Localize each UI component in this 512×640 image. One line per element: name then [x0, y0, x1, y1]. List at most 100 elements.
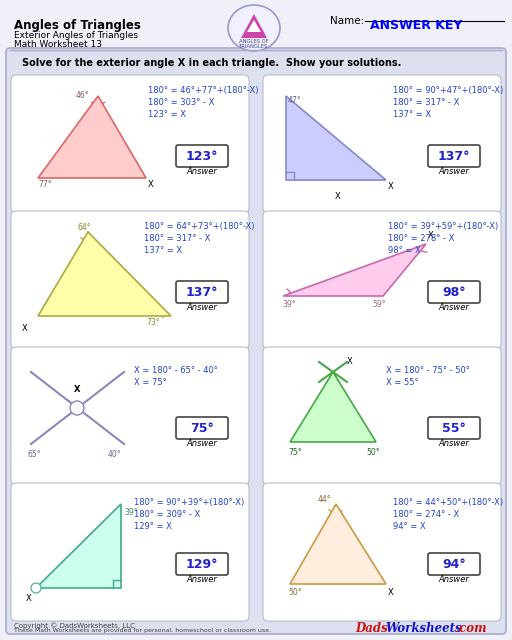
Text: 123° = X: 123° = X: [148, 110, 186, 119]
Text: 180° = 317° - X: 180° = 317° - X: [393, 98, 459, 107]
Text: ANGLES OF: ANGLES OF: [239, 39, 269, 44]
Polygon shape: [290, 504, 386, 584]
FancyBboxPatch shape: [176, 417, 228, 439]
Ellipse shape: [228, 5, 280, 51]
Text: Answer: Answer: [186, 303, 218, 312]
Text: X = 180° - 75° - 50°: X = 180° - 75° - 50°: [386, 366, 470, 375]
Text: 137° = X: 137° = X: [393, 110, 431, 119]
FancyBboxPatch shape: [11, 75, 249, 213]
Text: 55°: 55°: [442, 422, 466, 435]
Text: X: X: [388, 182, 394, 191]
Text: X = 180° - 65° - 40°: X = 180° - 65° - 40°: [134, 366, 218, 375]
FancyBboxPatch shape: [11, 211, 249, 349]
Text: 77°: 77°: [38, 180, 52, 189]
Text: 59°: 59°: [372, 300, 386, 309]
Text: X: X: [74, 385, 80, 394]
Polygon shape: [283, 244, 426, 296]
Text: 180° = 64°+73°+(180°-X): 180° = 64°+73°+(180°-X): [144, 222, 254, 231]
Text: X = 55°: X = 55°: [386, 378, 419, 387]
FancyBboxPatch shape: [428, 145, 480, 167]
Text: TRIANGLES: TRIANGLES: [239, 44, 269, 49]
Text: 50°: 50°: [366, 448, 379, 457]
Text: 39°: 39°: [282, 300, 295, 309]
Polygon shape: [38, 232, 171, 316]
Text: 137°: 137°: [186, 285, 218, 298]
Text: 94° = X: 94° = X: [393, 522, 425, 531]
Text: 39°: 39°: [124, 508, 138, 517]
FancyBboxPatch shape: [263, 75, 501, 213]
Text: 46°: 46°: [75, 91, 89, 100]
Polygon shape: [247, 20, 261, 32]
FancyBboxPatch shape: [176, 145, 228, 167]
Text: X: X: [148, 180, 154, 189]
Text: 180° = 303° - X: 180° = 303° - X: [148, 98, 215, 107]
Polygon shape: [241, 14, 267, 38]
Text: X: X: [335, 192, 341, 201]
Polygon shape: [36, 504, 121, 588]
Text: 98°: 98°: [442, 285, 466, 298]
FancyBboxPatch shape: [11, 483, 249, 621]
Text: 44°: 44°: [317, 495, 331, 504]
Text: 98° = X: 98° = X: [388, 246, 421, 255]
Text: 180° = 278° - X: 180° = 278° - X: [388, 234, 454, 243]
Text: Dads: Dads: [355, 622, 388, 635]
Text: 123°: 123°: [186, 150, 218, 163]
Text: Solve for the exterior angle X in each triangle.  Show your solutions.: Solve for the exterior angle X in each t…: [22, 58, 401, 68]
Text: X = 75°: X = 75°: [134, 378, 167, 387]
Text: Name:: Name:: [330, 16, 364, 26]
Text: 129° = X: 129° = X: [134, 522, 172, 531]
Text: 180° = 46°+77°+(180°-X): 180° = 46°+77°+(180°-X): [148, 86, 259, 95]
Polygon shape: [286, 96, 386, 180]
Circle shape: [70, 401, 84, 415]
FancyBboxPatch shape: [263, 483, 501, 621]
Text: 50°: 50°: [288, 588, 302, 597]
Text: Answer: Answer: [186, 167, 218, 176]
FancyBboxPatch shape: [6, 48, 506, 634]
Text: Math Worksheet 13: Math Worksheet 13: [14, 40, 102, 49]
Text: X: X: [22, 324, 28, 333]
Text: Answer: Answer: [439, 439, 470, 448]
Text: Answer: Answer: [186, 575, 218, 584]
Text: 137°: 137°: [438, 150, 470, 163]
Polygon shape: [290, 372, 376, 442]
Text: X: X: [388, 588, 394, 597]
Text: 47°: 47°: [288, 96, 302, 105]
Text: 180° = 90°+39°+(180°-X): 180° = 90°+39°+(180°-X): [134, 498, 244, 507]
Circle shape: [31, 583, 41, 593]
FancyBboxPatch shape: [263, 211, 501, 349]
Text: Answer: Answer: [439, 575, 470, 584]
Text: 94°: 94°: [442, 557, 466, 570]
Text: X: X: [347, 358, 353, 367]
Text: 75°: 75°: [288, 448, 302, 457]
Text: 180° = 90°+47°+(180°-X): 180° = 90°+47°+(180°-X): [393, 86, 503, 95]
Text: Answer: Answer: [186, 439, 218, 448]
Text: 180° = 44°+50°+(180°-X): 180° = 44°+50°+(180°-X): [393, 498, 503, 507]
Text: ANSWER KEY: ANSWER KEY: [370, 19, 462, 32]
FancyBboxPatch shape: [428, 281, 480, 303]
Text: 180° = 309° - X: 180° = 309° - X: [134, 510, 200, 519]
Text: .com: .com: [455, 622, 486, 635]
Text: Answer: Answer: [439, 167, 470, 176]
FancyBboxPatch shape: [176, 281, 228, 303]
Text: 64°: 64°: [77, 223, 91, 232]
Text: These Math Worksheets are provided for personal, homeschool or classroom use.: These Math Worksheets are provided for p…: [14, 628, 271, 633]
Text: 137° = X: 137° = X: [144, 246, 182, 255]
Text: Copyright © DadsWorksheets, LLC: Copyright © DadsWorksheets, LLC: [14, 622, 135, 628]
FancyBboxPatch shape: [11, 347, 249, 485]
FancyBboxPatch shape: [428, 553, 480, 575]
Text: 180° = 274° - X: 180° = 274° - X: [393, 510, 459, 519]
Text: 129°: 129°: [186, 557, 218, 570]
Text: X: X: [428, 231, 434, 240]
Text: 180° = 39°+59°+(180°-X): 180° = 39°+59°+(180°-X): [388, 222, 498, 231]
Text: 65°: 65°: [28, 450, 41, 459]
Text: Worksheets: Worksheets: [385, 622, 462, 635]
Text: 40°: 40°: [108, 450, 122, 459]
Polygon shape: [38, 96, 146, 178]
Text: 180° = 317° - X: 180° = 317° - X: [144, 234, 210, 243]
FancyBboxPatch shape: [176, 553, 228, 575]
Text: 75°: 75°: [190, 422, 214, 435]
Text: Angles of Triangles: Angles of Triangles: [14, 19, 141, 32]
Text: Exterior Angles of Triangles: Exterior Angles of Triangles: [14, 31, 138, 40]
Text: X: X: [26, 594, 32, 603]
FancyBboxPatch shape: [428, 417, 480, 439]
